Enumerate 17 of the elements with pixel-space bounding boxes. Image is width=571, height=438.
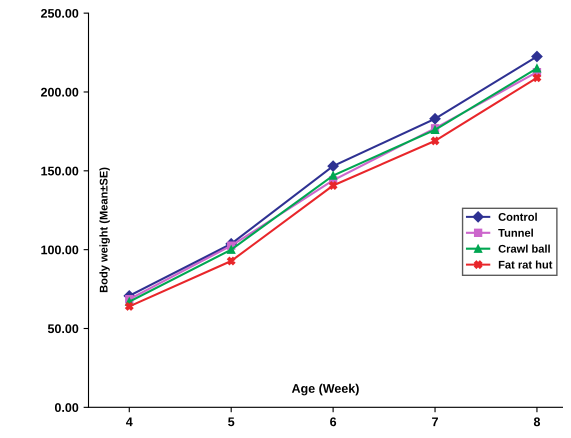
y-axis-title: Body weight (Mean±SE) [99,168,110,292]
x-tick-label: 5 [228,418,234,426]
x-axis-title: Age (Week) [292,384,359,396]
y-tick-label: 150.00 [41,166,78,176]
x-tick-label: 6 [330,417,336,426]
y-tick-label: 0.00 [54,403,78,412]
x-tick-label: 7 [432,418,438,426]
y-tick-label: 100.00 [41,245,78,254]
legend-label: Fat rat hut [498,260,552,269]
legend-label: Control [498,212,537,221]
y-tick-label: 50.00 [48,324,78,334]
x-tick-label: 4 [126,418,133,426]
y-tick-label: 200.00 [40,88,78,97]
x-tick-label: 8 [534,417,540,426]
legend-label: Crawl ball [498,244,550,253]
legend-label: Tunnel [498,228,533,237]
y-tick-label: 250.00 [40,8,78,18]
